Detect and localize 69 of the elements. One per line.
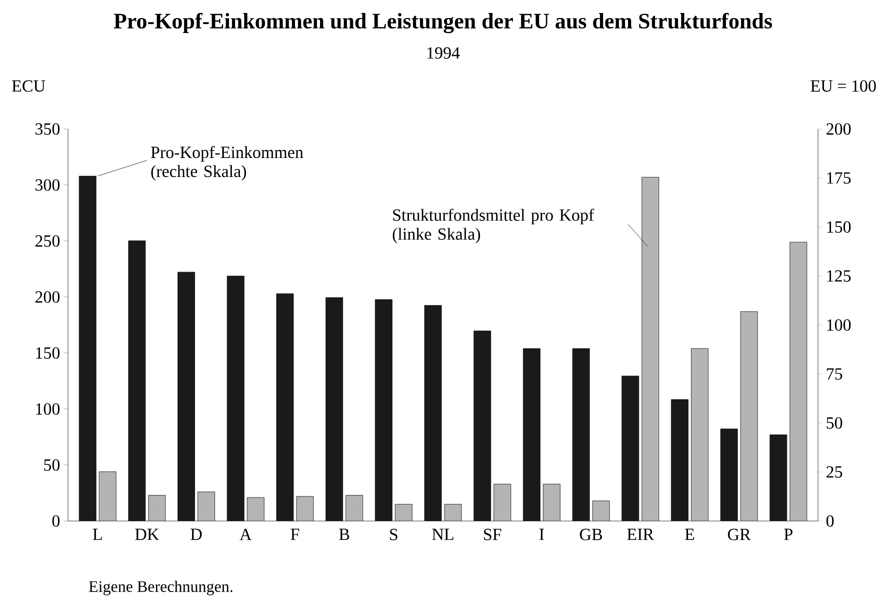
bar: [79, 176, 96, 521]
x-tick-label: GR: [728, 528, 751, 540]
y-tick-label: 200: [35, 291, 60, 303]
x-tick-label: P: [784, 528, 792, 540]
x-tick-label: S: [390, 528, 398, 540]
bar: [99, 472, 116, 521]
bar: [691, 348, 708, 521]
bar: [326, 298, 343, 521]
bar: [474, 330, 491, 521]
bar: [148, 495, 166, 521]
y-tick-label: 350: [36, 123, 60, 135]
text: Pro-Kopf-Einkommen (rechte Skala): [150, 146, 304, 181]
y-tick-label: 0: [52, 515, 60, 527]
y2-tick-label: 150: [827, 221, 851, 233]
y2-tick-label: 100: [827, 319, 851, 331]
x-tick-label: F: [290, 528, 300, 540]
text: Eigene Berechnungen.: [88, 580, 232, 596]
bar: [622, 376, 639, 521]
y2-axis-title: EU = 100: [810, 80, 876, 92]
y2-tick-label: 125: [827, 270, 851, 282]
bar: [247, 497, 264, 521]
y2-tick-label: 0: [826, 515, 834, 527]
bar: [770, 434, 788, 521]
bar: [178, 272, 195, 521]
x-tick-label: SF: [484, 528, 502, 540]
bar: [494, 484, 511, 521]
bar: [720, 428, 738, 521]
y-tick-label: 100: [36, 403, 60, 415]
bar: [642, 177, 659, 521]
x-tick-label: DK: [135, 528, 160, 540]
chart-subtitle: 1994: [427, 47, 460, 59]
bar: [227, 276, 244, 521]
x-tick-label: A: [240, 528, 252, 540]
bar: [276, 294, 294, 521]
x-tick-label: NL: [432, 528, 454, 540]
y-tick-label: 50: [44, 459, 60, 471]
bar: [198, 492, 215, 521]
chart-title: Pro-Kopf-Einkommen und Leistungen der EU aus dem Strukturfonds: [114, 12, 772, 34]
x-tick-label: EIR: [627, 528, 654, 540]
bar: [592, 500, 610, 521]
bar: [375, 300, 392, 521]
y2-tick-label: 200: [826, 123, 851, 135]
y-tick-label: 300: [36, 179, 60, 191]
bar: [671, 399, 688, 521]
y-axis-title: ECU: [12, 80, 46, 92]
y2-tick-label: 75: [826, 368, 842, 380]
text: Strukturfondsmittel pro Kopf (linke Skala): [392, 208, 594, 244]
y2-tick-label: 175: [827, 172, 851, 184]
bar: [790, 242, 808, 521]
y-tick-label: 150: [36, 347, 60, 359]
x-tick-label: B: [339, 528, 350, 540]
x-tick-label: L: [92, 528, 102, 540]
y2-tick-label: 25: [826, 466, 842, 478]
y2-tick-label: 50: [826, 417, 842, 429]
bar: [128, 240, 146, 521]
bar: [444, 504, 462, 521]
bar: [543, 484, 560, 521]
bar: [296, 496, 314, 521]
bar: [523, 348, 540, 521]
x-tick-label: E: [685, 528, 694, 540]
x-tick-label: D: [190, 528, 202, 540]
x-tick-label: GB: [580, 528, 602, 540]
x-tick-label: I: [539, 528, 544, 540]
bar: [572, 348, 590, 521]
bar: [424, 305, 442, 521]
bar: [395, 504, 412, 521]
bar: [740, 312, 758, 521]
y-tick-label: 250: [35, 235, 60, 247]
bar: [346, 495, 363, 521]
